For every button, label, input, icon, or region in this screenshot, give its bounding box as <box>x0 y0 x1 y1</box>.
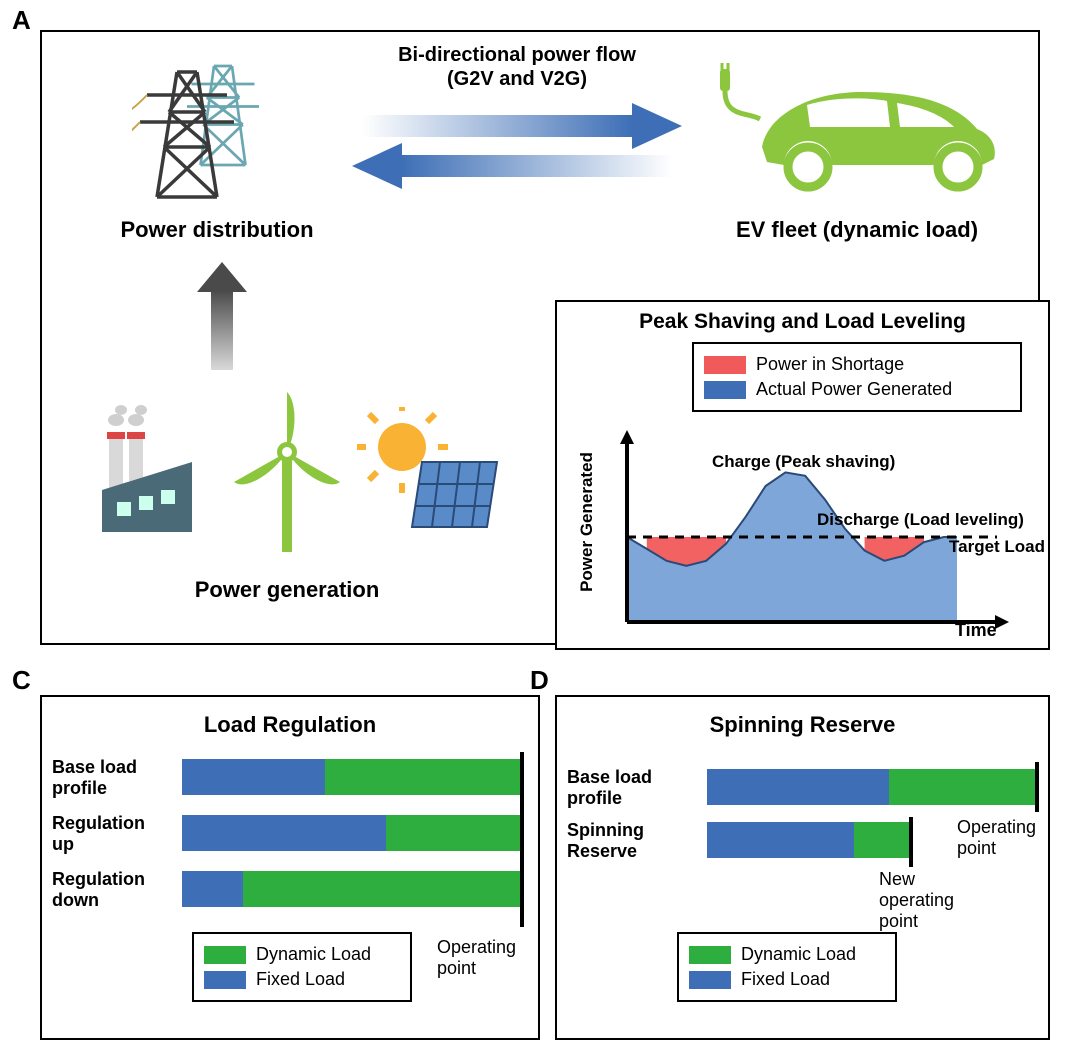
panel-c-legend: Dynamic Load Fixed Load <box>192 932 412 1002</box>
panel-label-c: C <box>12 665 31 696</box>
panel-b-title: Peak Shaving and Load Leveling <box>557 310 1048 334</box>
panel-c-operating-line <box>520 752 524 927</box>
bar-label: SpinningReserve <box>567 820 702 862</box>
bar-label: Regulationup <box>52 813 177 855</box>
discharge-label: Discharge (Load leveling) <box>817 510 1024 530</box>
panel-d-op-label: Operating point <box>957 817 1057 859</box>
power-distribution-label: Power distribution <box>102 217 332 243</box>
swatch-blue <box>704 381 746 399</box>
legend-row-fixed: Fixed Load <box>204 969 400 990</box>
swatch-green-d <box>689 946 731 964</box>
wind-turbine-icon <box>222 387 352 557</box>
panel-d-legend: Dynamic Load Fixed Load <box>677 932 897 1002</box>
panel-d-op-line <box>1035 762 1039 812</box>
legend-dynamic-label-d: Dynamic Load <box>741 944 856 965</box>
panel-d-newop-line <box>909 817 913 867</box>
bar-row <box>707 769 1037 805</box>
legend-dynamic-label: Dynamic Load <box>256 944 371 965</box>
legend-row-dynamic-d: Dynamic Load <box>689 944 885 965</box>
legend-actual-label: Actual Power Generated <box>756 379 952 400</box>
bidirectional-arrow-icon <box>352 97 682 197</box>
panel-b: Peak Shaving and Load Leveling Power in … <box>555 300 1050 650</box>
panel-c-op-label: Operating point <box>437 937 537 979</box>
bar-label: Base loadprofile <box>567 767 702 809</box>
panel-c: Load Regulation Base loadprofile Regulati… <box>40 695 540 1040</box>
legend-fixed-label: Fixed Load <box>256 969 345 990</box>
swatch-blue2 <box>204 971 246 989</box>
swatch-red <box>704 356 746 374</box>
panel-label-d: D <box>530 665 549 696</box>
up-arrow-icon <box>197 262 247 372</box>
ev-car-icon <box>712 57 1002 207</box>
bar-row <box>707 822 912 858</box>
panel-d-title: Spinning Reserve <box>557 712 1048 738</box>
bar-row <box>182 815 522 851</box>
bar-label: Base loadprofile <box>52 757 177 799</box>
flow-subtitle: (G2V and V2G) <box>352 68 682 91</box>
legend-fixed-label-d: Fixed Load <box>741 969 830 990</box>
swatch-green <box>204 946 246 964</box>
panel-d-newop-label: New operating point <box>879 869 979 932</box>
bar-row <box>182 759 522 795</box>
legend-shortage-label: Power in Shortage <box>756 354 904 375</box>
legend-row-fixed-d: Fixed Load <box>689 969 885 990</box>
panel-b-xlabel: Time <box>955 620 997 641</box>
panel-b-ylabel: Power Generated <box>577 437 597 607</box>
bar-row <box>182 871 522 907</box>
panel-c-title: Load Regulation <box>42 712 538 738</box>
power-generation-label: Power generation <box>127 577 447 603</box>
charge-label: Charge (Peak shaving) <box>712 452 895 472</box>
target-load-label: Target Load <box>949 537 1045 557</box>
panel-b-legend: Power in Shortage Actual Power Generated <box>692 342 1022 412</box>
bar-label: Regulationdown <box>52 869 177 911</box>
panel-d: Spinning Reserve Base loadprofile Spinnin… <box>555 695 1050 1040</box>
legend-row-shortage: Power in Shortage <box>704 354 1010 375</box>
legend-row-dynamic: Dynamic Load <box>204 944 400 965</box>
transmission-tower-icon <box>132 52 292 202</box>
panel-label-a: A <box>12 5 31 36</box>
solar-icon <box>357 407 507 547</box>
ev-fleet-label: EV fleet (dynamic load) <box>702 217 1012 243</box>
factory-icon <box>87 402 207 542</box>
legend-row-actual: Actual Power Generated <box>704 379 1010 400</box>
swatch-blue-d <box>689 971 731 989</box>
flow-title: Bi-directional power flow <box>352 44 682 67</box>
